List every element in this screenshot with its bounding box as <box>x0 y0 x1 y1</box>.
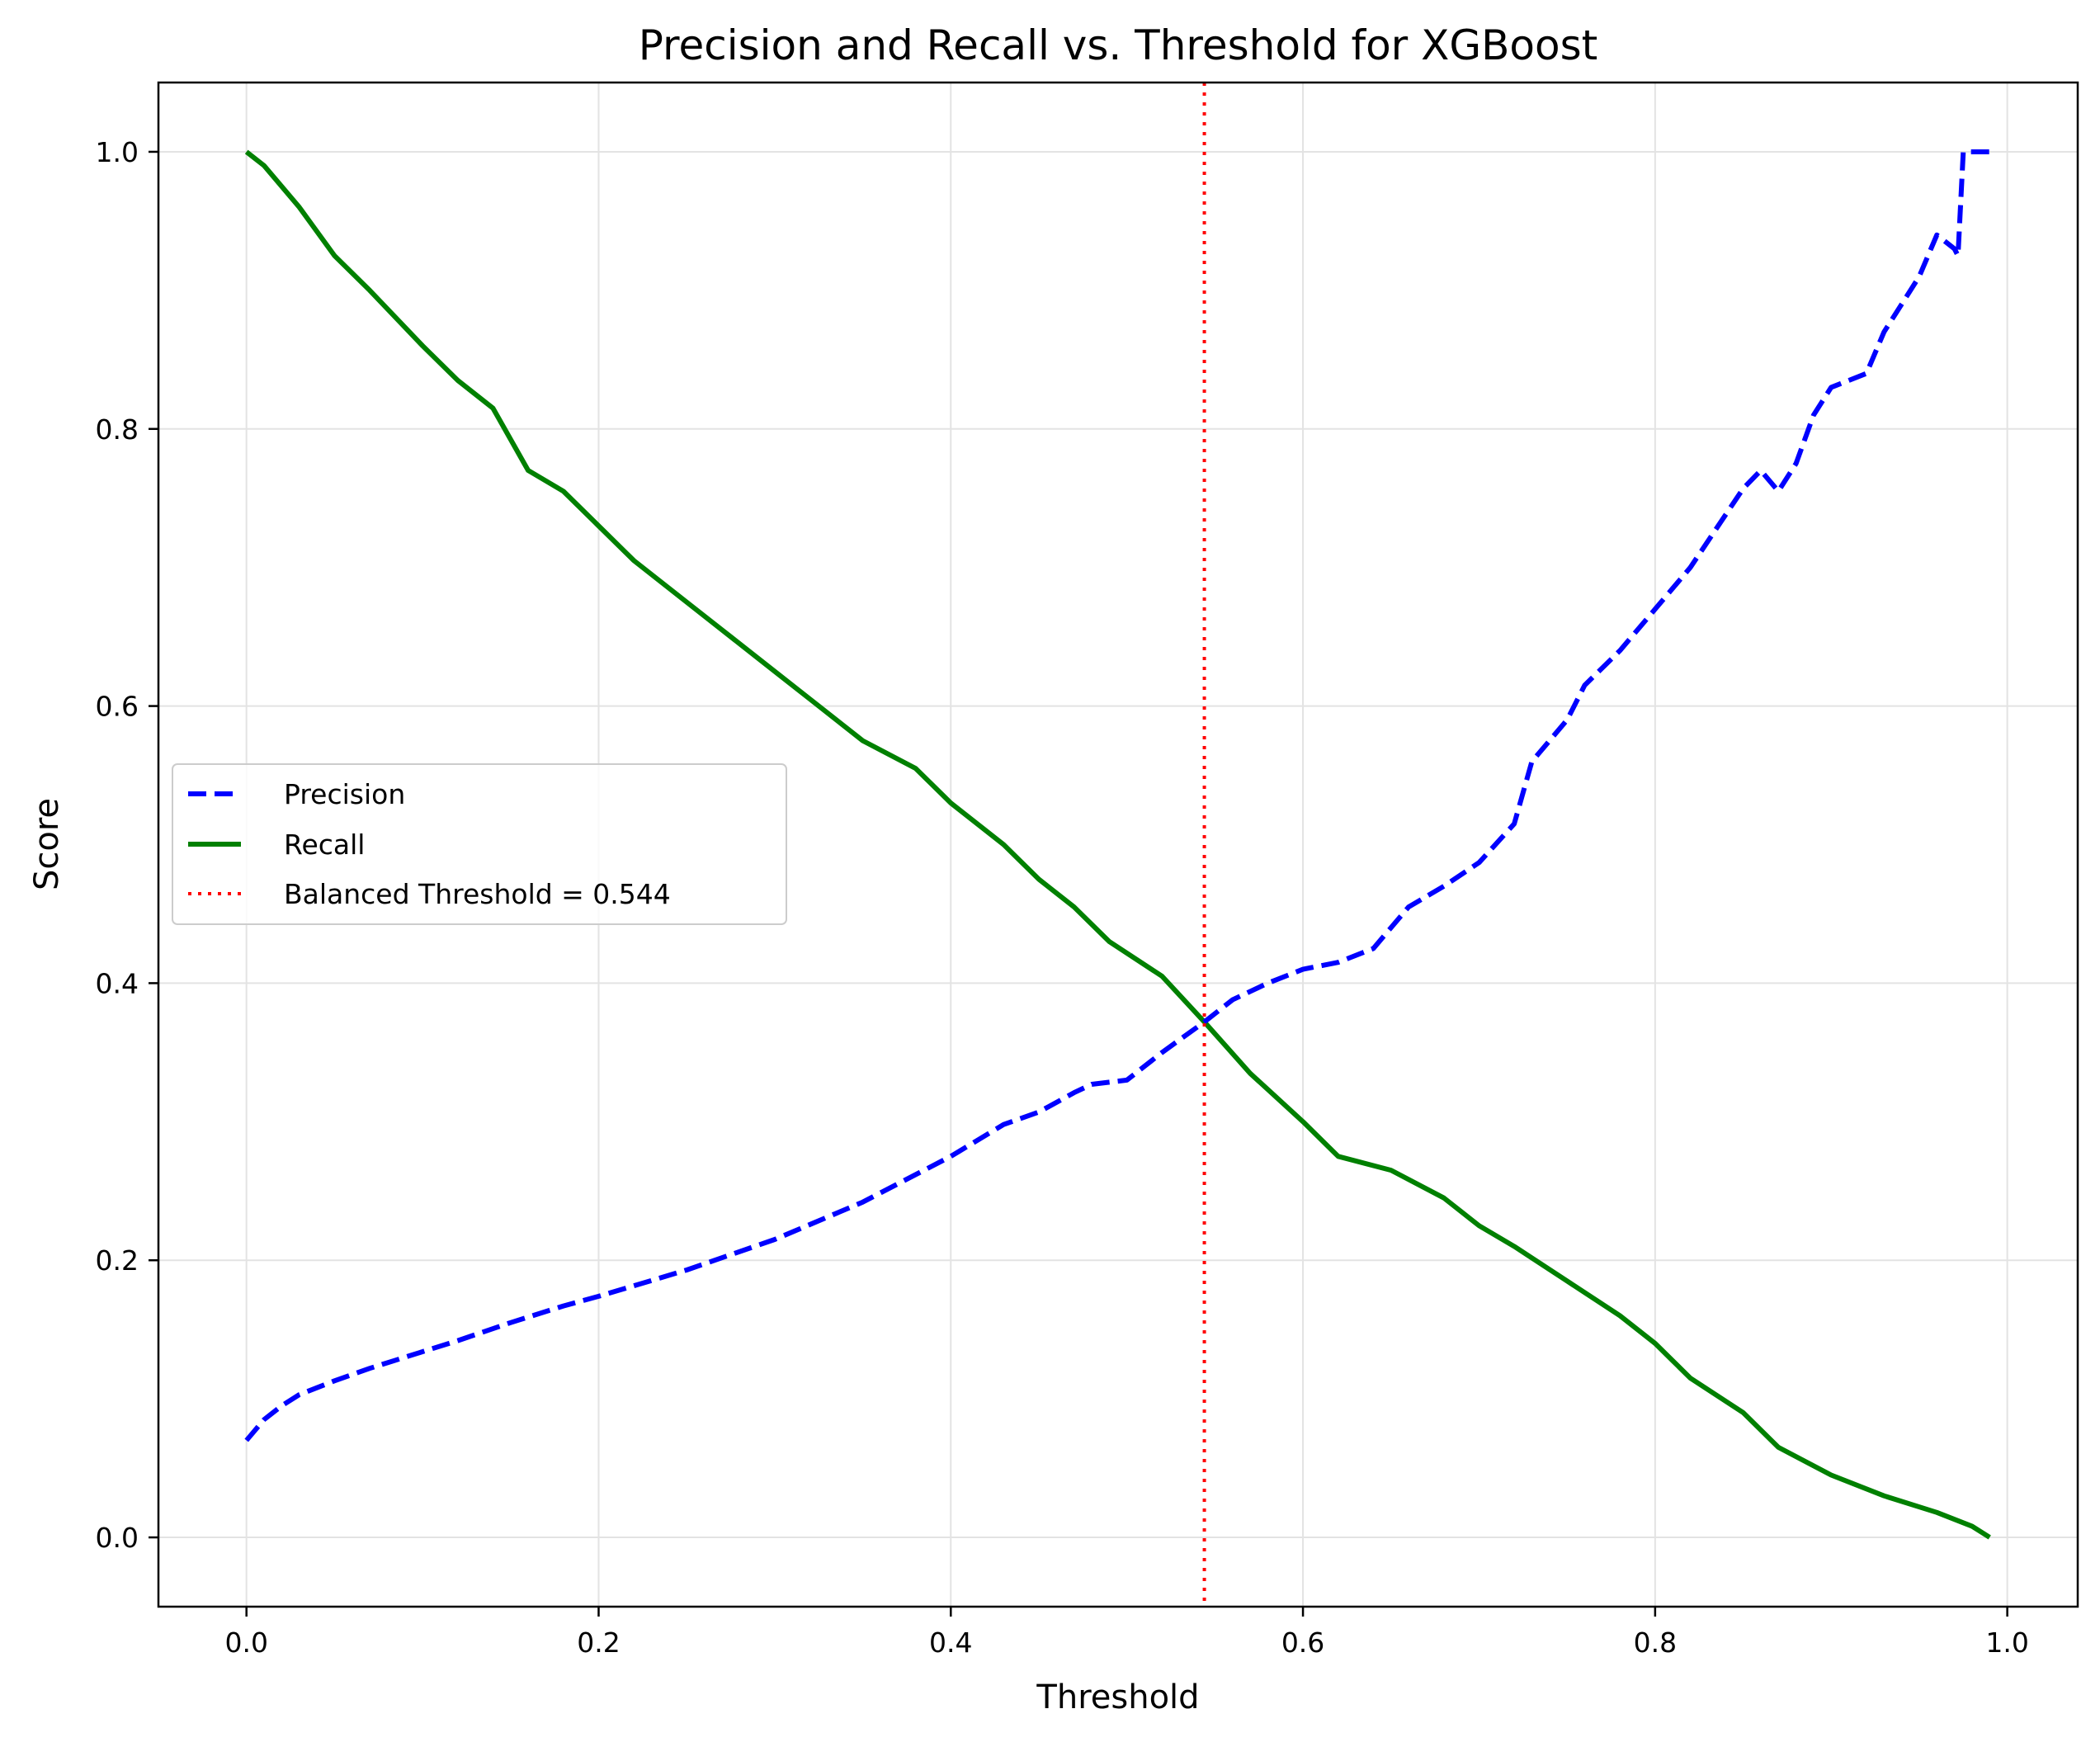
legend: Precision Recall Balanced Threshold = 0.… <box>172 763 787 925</box>
axes-frame <box>157 81 2079 1608</box>
legend-recall-label: Recall <box>284 829 365 861</box>
x-tick-label: 0.4 <box>929 1626 972 1659</box>
chart-title: Precision and Recall vs. Threshold for X… <box>639 21 1598 69</box>
legend-threshold-label: Balanced Threshold = 0.544 <box>284 878 671 910</box>
x-tick-label: 0.8 <box>1634 1626 1677 1659</box>
y-tick-label: 0.8 <box>96 413 139 446</box>
recall-line <box>244 149 1991 1540</box>
x-tick-label: 0.6 <box>1281 1626 1324 1659</box>
precision-line <box>244 149 1990 1442</box>
axis-ticks: 0.0 0.2 0.4 0.6 0.8 1.0 0.0 0.2 0.4 0.6 0.8 1.0 <box>96 136 2029 1659</box>
y-tick-label: 0.6 <box>96 691 139 723</box>
legend-box <box>172 763 787 925</box>
y-tick-label: 0.0 <box>96 1522 139 1554</box>
x-tick-label: 0.0 <box>224 1626 267 1659</box>
x-tick-label: 1.0 <box>1985 1626 2028 1659</box>
y-tick-label: 0.2 <box>96 1244 139 1277</box>
plot-area <box>244 83 1991 1607</box>
x-tick-label: 0.2 <box>577 1626 620 1659</box>
y-tick-label: 1.0 <box>96 136 139 168</box>
legend-precision-label: Precision <box>284 778 405 810</box>
y-axis-label: Score <box>28 798 66 890</box>
y-tick-label: 0.4 <box>96 967 139 999</box>
x-axis-label: Threshold <box>1036 1678 1199 1716</box>
